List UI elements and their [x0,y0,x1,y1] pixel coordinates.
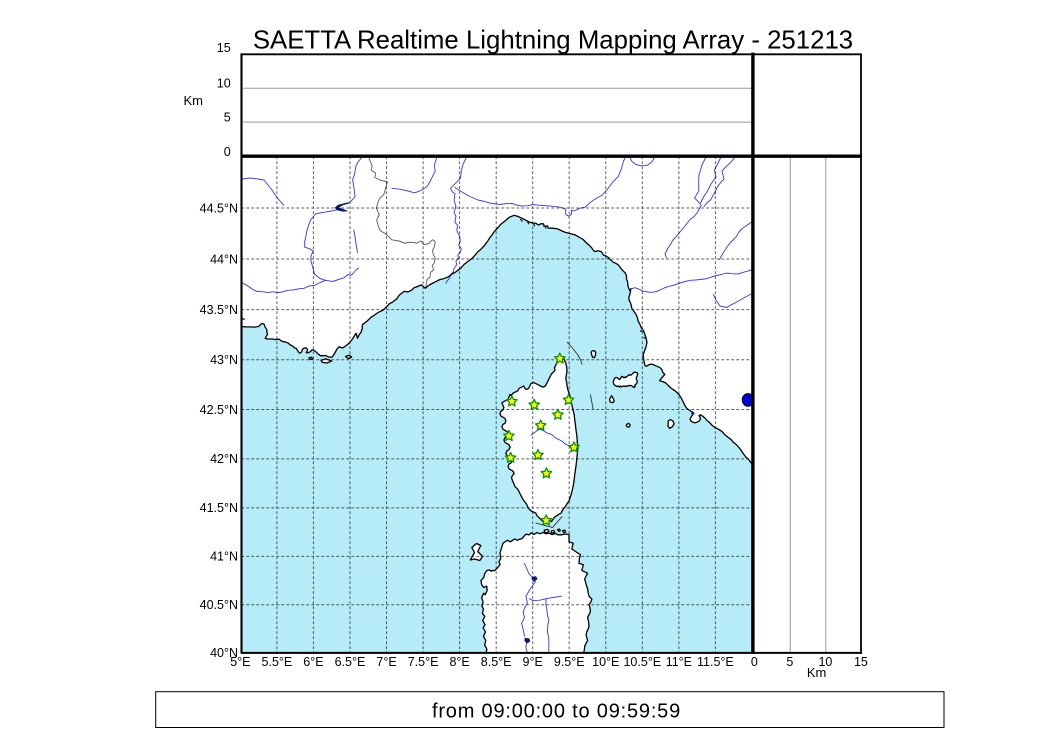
svg-text:15: 15 [854,655,868,669]
svg-text:10: 10 [818,655,832,669]
svg-text:41°N: 41°N [210,550,238,564]
svg-text:5°E: 5°E [230,655,250,669]
svg-text:43°N: 43°N [210,353,238,367]
svg-text:5: 5 [224,110,231,124]
svg-text:5: 5 [786,655,793,669]
svg-text:9.5°E: 9.5°E [554,655,585,669]
svg-text:6.5°E: 6.5°E [335,655,366,669]
svg-text:7°E: 7°E [376,655,396,669]
svg-text:0: 0 [224,145,231,159]
svg-text:8.5°E: 8.5°E [481,655,512,669]
svg-text:Km: Km [184,93,204,108]
svg-text:15: 15 [217,41,231,55]
svg-text:from 09:00:00 to 09:59:59: from 09:00:00 to 09:59:59 [432,701,681,723]
svg-text:40°N: 40°N [210,646,238,660]
svg-text:Km: Km [807,665,827,680]
svg-text:5.5°E: 5.5°E [262,655,293,669]
svg-text:9°E: 9°E [523,655,543,669]
svg-text:41.5°N: 41.5°N [200,501,238,515]
svg-text:11°E: 11°E [666,655,692,669]
svg-text:SAETTA Realtime Lightning Mapp: SAETTA Realtime Lightning Mapping Array … [253,27,853,55]
svg-text:42°N: 42°N [210,452,238,466]
svg-text:42.5°N: 42.5°N [200,403,238,417]
svg-text:44°N: 44°N [210,252,238,266]
svg-text:0: 0 [751,655,758,669]
svg-text:6°E: 6°E [303,655,323,669]
svg-text:8°E: 8°E [449,655,469,669]
svg-text:7.5°E: 7.5°E [408,655,439,669]
svg-text:43.5°N: 43.5°N [200,303,238,317]
svg-text:10°E: 10°E [592,655,619,669]
svg-text:10.5°E: 10.5°E [623,655,661,669]
svg-text:40.5°N: 40.5°N [200,598,238,612]
svg-text:44.5°N: 44.5°N [200,201,238,215]
svg-text:10: 10 [217,76,231,90]
svg-text:11.5°E: 11.5°E [697,655,734,669]
